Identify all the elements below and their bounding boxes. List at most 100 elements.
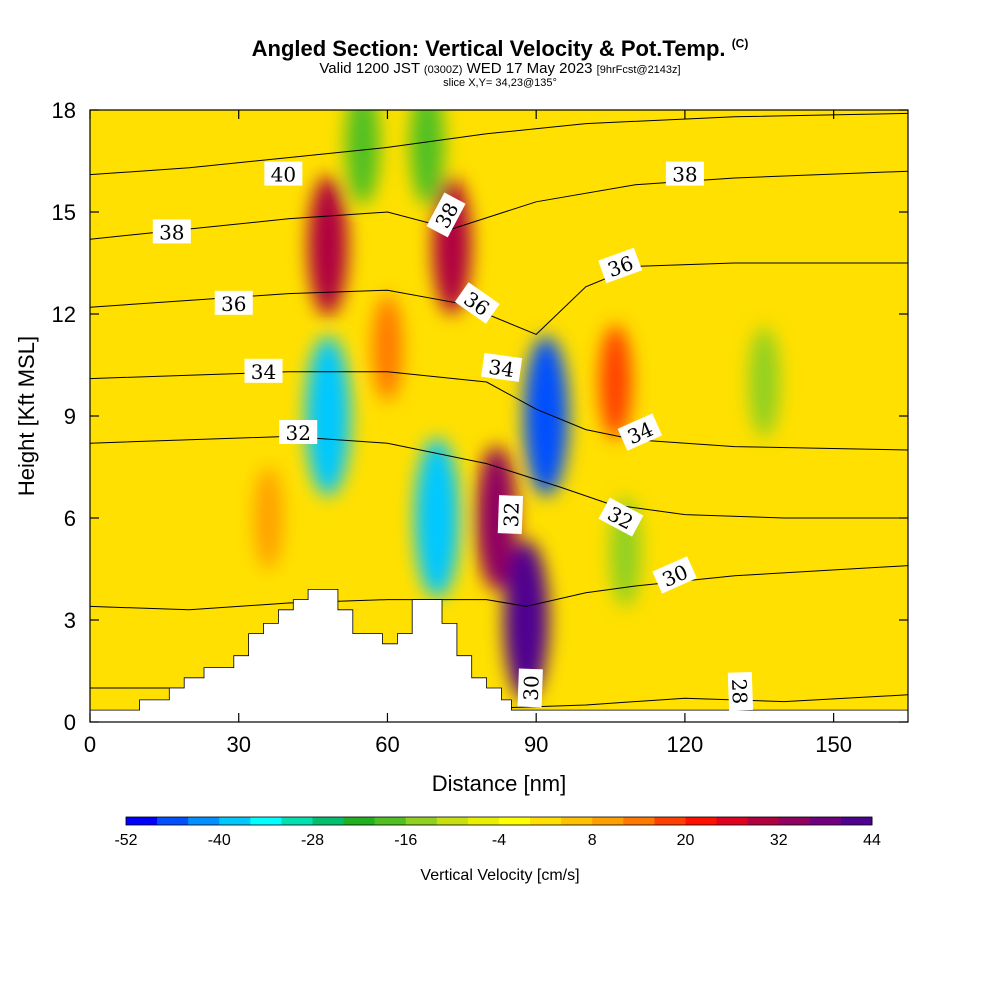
- contour-label-text: 32: [285, 421, 310, 445]
- velocity-downdraft-9: [523, 336, 569, 496]
- theta-contour-40: [90, 112, 908, 176]
- colorbar-swatch: [685, 817, 718, 825]
- terrain-mask: [89, 589, 909, 723]
- colorbar-swatch: [499, 817, 531, 825]
- colorbar-tick-label: 8: [588, 832, 597, 849]
- x-axis: 0 30 60 90 120 150: [84, 110, 852, 757]
- title-unit: (C): [731, 36, 749, 51]
- contour-label-11: 32: [497, 495, 524, 534]
- velocity-downdraft-12: [748, 326, 780, 438]
- x-tick-label: 90: [524, 732, 548, 757]
- y-tick-label: 18: [52, 98, 76, 123]
- velocity-updraft-2: [476, 445, 517, 591]
- colorbar-swatch: [623, 817, 655, 825]
- x-axis-title: Distance [nm]: [432, 771, 567, 796]
- y-tick-label: 15: [52, 200, 76, 225]
- contour-label-8: 34: [481, 352, 523, 382]
- colorbar-title: Vertical Velocity [cm/s]: [420, 867, 579, 884]
- colorbar-swatch: [343, 817, 376, 825]
- colorbar-swatch: [467, 817, 500, 825]
- colorbar-tick-label: 32: [770, 832, 788, 849]
- x-tick-label: 60: [375, 732, 399, 757]
- contour-label-text: 40: [271, 163, 296, 187]
- y-tick-label: 3: [64, 608, 76, 633]
- subtitle-date: WED 17 May 2023: [466, 60, 593, 77]
- colorbar-swatch: [592, 817, 624, 825]
- y-tick-label: 9: [64, 404, 76, 429]
- colorbar-swatch: [561, 817, 593, 825]
- title-text: Angled Section: Vertical Velocity & Pot.…: [251, 36, 726, 61]
- slice-info: slice X,Y= 34,23@135°: [443, 77, 557, 89]
- velocity-updraft-3: [503, 540, 549, 700]
- colorbar-swatch: [157, 817, 189, 825]
- velocity-field: [90, 110, 908, 722]
- contour-label-15: 28: [727, 671, 754, 711]
- colorbar-swatch: [126, 817, 158, 825]
- colorbar-swatch: [374, 817, 407, 825]
- velocity-downdraft-8: [414, 438, 460, 598]
- x-tick-label: 120: [667, 732, 704, 757]
- colorbar-tick-label: -16: [394, 832, 417, 849]
- subtitle-fcst: [9hrFcst@2143z]: [596, 64, 681, 76]
- velocity-updraft-0: [308, 175, 348, 317]
- colorbar-swatch: [312, 817, 345, 825]
- chart-subtitle: Valid 1200 JST (0300Z) WED 17 May 2023 […: [0, 60, 1000, 77]
- velocity-downdraft-7: [305, 336, 351, 496]
- colorbar-swatch: [405, 817, 438, 825]
- colorbar-tick-label: 44: [863, 832, 881, 849]
- contour-label-text: 38: [672, 163, 697, 187]
- x-tick-label: 150: [815, 732, 852, 757]
- velocity-updraft-4: [599, 325, 632, 439]
- colorbar-tick-label: -28: [301, 832, 324, 849]
- contour-label-text: 28: [727, 678, 752, 704]
- contour-label-text: 32: [499, 501, 524, 527]
- colorbar-swatch: [809, 817, 842, 825]
- colorbar: -52 -40 -28 -16 -4 8 20 32 44: [114, 816, 881, 849]
- colorbar-tick-label: -4: [492, 832, 506, 849]
- velocity-updraft-5: [372, 294, 403, 402]
- velocity-downdraft-10: [345, 110, 380, 205]
- colorbar-tick-label: 20: [677, 832, 695, 849]
- colorbar-swatch: [840, 817, 873, 825]
- colorbar-swatch: [219, 817, 251, 825]
- contour-label-7: 34: [244, 358, 283, 384]
- contour-label-1: 38: [152, 219, 191, 244]
- colorbar-tick-label: -40: [208, 832, 231, 849]
- contour-label-text: 36: [221, 292, 246, 316]
- contour-label-3: 38: [665, 161, 704, 187]
- theta-contour-32: [90, 435, 908, 519]
- y-tick-label: 0: [64, 710, 76, 735]
- colorbar-swatch: [747, 817, 780, 825]
- x-tick-label: 0: [84, 732, 96, 757]
- colorbar-swatch: [778, 817, 811, 825]
- colorbar-swatch: [654, 817, 686, 825]
- y-tick-label: 6: [64, 506, 76, 531]
- colorbar-frame: [125, 816, 873, 826]
- contour-label-13: 30: [517, 668, 544, 708]
- y-tick-label: 12: [52, 302, 76, 327]
- velocity-downdraft-11: [410, 110, 445, 205]
- contour-label-text: 34: [487, 355, 516, 382]
- chart-title: Angled Section: Vertical Velocity & Pot.…: [0, 36, 1000, 62]
- colorbar-swatch: [188, 817, 220, 825]
- colorbar-swatch: [281, 817, 313, 825]
- contour-label-text: 38: [159, 220, 184, 244]
- subtitle-utc: (0300Z): [423, 64, 463, 76]
- colorbar-swatch: [436, 817, 469, 825]
- contour-label-text: 30: [519, 675, 544, 701]
- contour-label-0: 40: [264, 161, 303, 187]
- y-axis-title: Height [Kft MSL]: [14, 336, 39, 496]
- velocity-updraft-6: [254, 466, 283, 570]
- contour-label-10: 32: [279, 420, 318, 445]
- contour-label-text: 34: [251, 360, 276, 384]
- field-background: [90, 110, 908, 722]
- colorbar-swatch: [530, 817, 562, 825]
- colorbar-tick-label: -52: [114, 832, 137, 849]
- theta-contour-34: [90, 371, 908, 451]
- subtitle-valid: Valid 1200 JST: [319, 60, 420, 77]
- contour-label-4: 36: [214, 290, 253, 316]
- x-tick-label: 30: [226, 732, 250, 757]
